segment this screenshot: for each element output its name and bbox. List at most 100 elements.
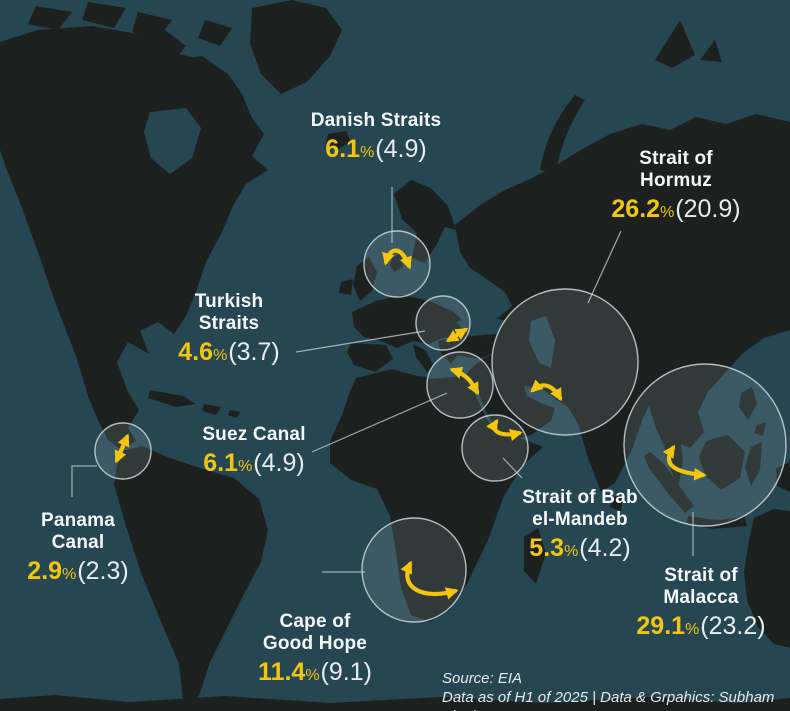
share-pct: 29.1	[636, 612, 686, 640]
arctic-island	[198, 20, 232, 46]
land-scandinavia	[394, 180, 456, 263]
chokepoint-value: 26.2%(20.9)	[611, 195, 740, 224]
chokepoint-circle-strait-of-malacca	[623, 363, 787, 527]
share-pct: 5.3	[529, 534, 565, 562]
chokepoint-circle-suez-canal	[426, 351, 494, 419]
paren-value: (9.1)	[320, 658, 372, 686]
flow-arrow-strait-of-malacca	[662, 444, 707, 481]
label-danish-straits: Danish Straits 6.1%(4.9)	[311, 110, 442, 164]
share-pct: 4.6	[178, 338, 214, 366]
label-strait-of-malacca: Strait of Malacca 29.1%(23.2)	[636, 565, 765, 641]
chokepoint-circle-cape-of-good-hope	[361, 517, 467, 623]
percent-sign: %	[305, 667, 320, 684]
arctic-island	[82, 2, 126, 28]
chokepoint-name: Strait of Bab el-Mandeb	[522, 487, 638, 530]
island-sri-lanka	[610, 495, 623, 511]
chokepoint-circle-danish-straits	[363, 230, 431, 298]
land-south-america	[114, 446, 268, 701]
arctic-island	[655, 20, 695, 68]
flow-arrow-strait-of-hormuz	[530, 379, 563, 402]
land-iceland	[326, 131, 351, 149]
paren-value: (3.7)	[228, 338, 280, 366]
chokepoint-value: 5.3%(4.2)	[522, 534, 638, 563]
chokepoint-value: 4.6%(3.7)	[178, 338, 279, 367]
percent-sign: %	[360, 144, 375, 161]
land-greenland	[250, 0, 342, 94]
share-pct: 26.2	[611, 195, 661, 223]
paren-value: (4.2)	[579, 534, 631, 562]
label-strait-of-hormuz: Strait of Hormuz 26.2%(20.9)	[611, 148, 740, 224]
land-asia	[455, 114, 790, 492]
chokepoint-name: Suez Canal	[202, 424, 306, 445]
flow-arrow-panama-canal	[114, 433, 130, 464]
chokepoint-name: Turkish Straits	[194, 291, 264, 334]
land-britain	[353, 257, 377, 301]
leader-turkish-straits	[295, 330, 426, 353]
label-cape-of-good-hope: Cape of Good Hope 11.4%(9.1)	[258, 611, 372, 687]
land-iberia	[347, 343, 393, 372]
land-europe	[352, 295, 470, 348]
chokepoint-value: 6.1%(4.9)	[311, 135, 442, 164]
footer-credits: Source: EIA Data as of H1 of 2025 | Data…	[442, 669, 790, 711]
leader-strait-of-hormuz	[587, 230, 622, 304]
credit-text: Data as of H1 of 2025 | Data & Grpahics:…	[442, 689, 775, 711]
share-pct: 6.1	[325, 135, 361, 163]
leader-panama-canal	[71, 465, 97, 497]
chokepoint-value: 29.1%(23.2)	[636, 612, 765, 641]
chokepoint-circle-turkish-straits	[415, 295, 471, 351]
island-caribbean	[228, 410, 240, 418]
arctic-island	[104, 44, 148, 76]
percent-sign: %	[660, 204, 675, 221]
hudson-bay	[144, 108, 201, 174]
island-philippines	[739, 387, 757, 420]
share-pct: 6.1	[203, 449, 239, 477]
percent-sign: %	[213, 347, 228, 364]
land-antarctica	[0, 695, 790, 711]
island-borneo	[699, 435, 745, 490]
percent-sign: %	[238, 458, 253, 475]
paren-value: (4.9)	[253, 449, 305, 477]
chokepoint-value: 11.4%(9.1)	[258, 658, 372, 687]
label-strait-of-bab-el-mandeb: Strait of Bab el-Mandeb 5.3%(4.2)	[522, 487, 638, 563]
paren-value: (4.9)	[375, 135, 427, 163]
arctic-island	[28, 6, 72, 30]
arctic-island	[700, 40, 722, 62]
land-italy	[413, 344, 434, 372]
leader-lines	[71, 187, 694, 573]
percent-sign: %	[564, 543, 579, 560]
percent-sign: %	[685, 621, 700, 638]
island-hispaniola	[202, 404, 221, 415]
arctic-island	[162, 52, 205, 80]
chokepoint-name: Danish Straits	[310, 110, 442, 131]
label-suez-canal: Suez Canal 6.1%(4.9)	[202, 424, 305, 478]
flow-arrow-cape-of-good-hope	[400, 560, 459, 600]
island-new-guinea	[776, 462, 790, 492]
percent-sign: %	[62, 566, 77, 583]
chokepoint-name: Cape of Good Hope	[262, 611, 368, 654]
chokepoint-name: Strait of Malacca	[663, 565, 739, 608]
island-cuba	[148, 390, 196, 407]
flow-arrows	[114, 248, 707, 600]
share-pct: 11.4	[258, 658, 306, 686]
flow-arrow-strait-of-bab-el-mandeb	[486, 418, 523, 442]
leader-suez-canal	[311, 392, 448, 453]
paren-value: (20.9)	[675, 195, 741, 223]
label-panama-canal: Panama Canal 2.9%(2.3)	[27, 510, 128, 586]
leader-strait-of-bab-el-mandeb	[502, 457, 523, 479]
island-novaya-zemlya	[540, 95, 585, 172]
chokepoint-name: Strait of Hormuz	[639, 148, 713, 191]
chokepoint-circle-strait-of-hormuz	[491, 288, 639, 436]
island-sumatra	[644, 452, 694, 513]
caspian-sea	[529, 316, 555, 368]
chokepoint-name: Panama Canal	[40, 510, 116, 553]
flow-arrow-danish-straits	[382, 248, 412, 270]
label-turkish-straits: Turkish Straits 4.6%(3.7)	[178, 291, 279, 367]
paren-value: (2.3)	[77, 557, 129, 585]
arctic-island	[132, 12, 172, 40]
arctic-island	[50, 42, 94, 70]
share-pct: 2.9	[27, 557, 63, 585]
source-text: Source: EIA	[442, 670, 523, 687]
